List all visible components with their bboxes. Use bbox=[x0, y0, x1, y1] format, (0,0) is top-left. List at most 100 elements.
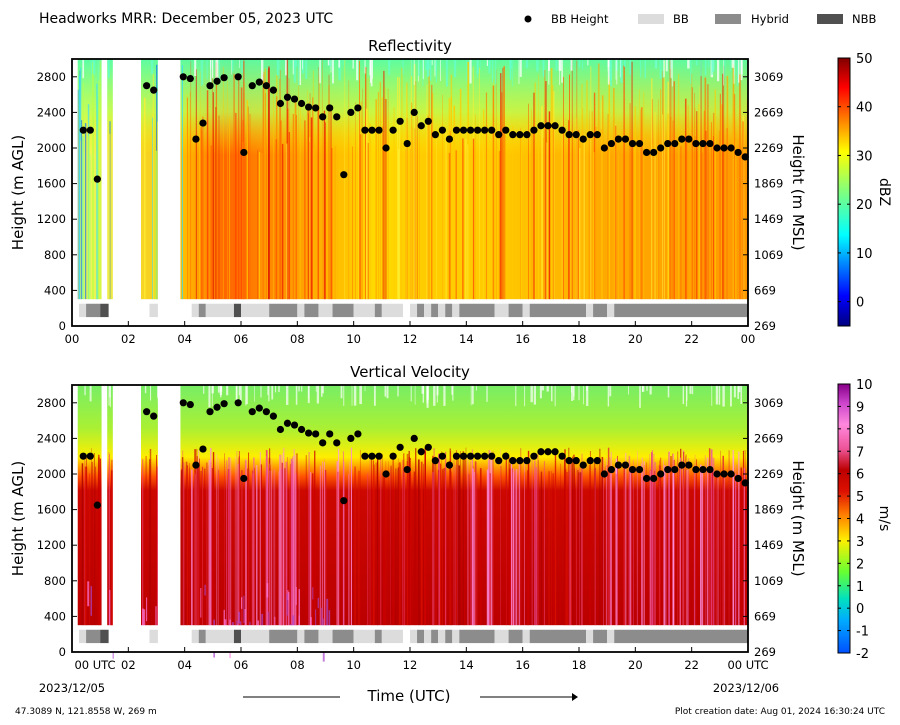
field-top-patch bbox=[327, 59, 330, 66]
field-streak bbox=[216, 453, 218, 626]
field-streak bbox=[152, 117, 153, 300]
colorbar-tick-label: 7 bbox=[856, 445, 864, 460]
field-top-patch bbox=[211, 385, 214, 394]
bb-height-point bbox=[572, 457, 580, 465]
legend-bb-label: BB bbox=[673, 12, 689, 26]
field-streak bbox=[411, 102, 413, 300]
bb-height-point bbox=[206, 408, 214, 416]
field-top-patch bbox=[555, 59, 558, 71]
bb-height-point bbox=[262, 82, 270, 90]
field-streak bbox=[185, 461, 188, 626]
field-streak bbox=[215, 62, 218, 300]
precip-type-segment-hybrid bbox=[374, 303, 382, 318]
field-streak bbox=[97, 124, 99, 300]
bb-height-point bbox=[431, 131, 439, 139]
y2-tick-label: 1869 bbox=[754, 503, 783, 517]
precip-type-segment-hybrid bbox=[304, 303, 319, 318]
y-tick-label: 0 bbox=[59, 645, 66, 659]
field-streak bbox=[581, 83, 583, 300]
field-streak bbox=[720, 103, 722, 300]
field-streak bbox=[575, 117, 577, 300]
bb-height-point bbox=[664, 465, 672, 474]
field-top-patch bbox=[338, 59, 341, 81]
bb-height-point bbox=[734, 474, 742, 483]
precip-type-segment-bb bbox=[522, 303, 530, 318]
precip-type-segment-bb bbox=[424, 629, 432, 644]
field-top-patch bbox=[98, 59, 100, 81]
legend-nbb-swatch bbox=[817, 14, 843, 24]
bb-height-point bbox=[579, 135, 587, 143]
field-streak bbox=[268, 457, 271, 626]
field-top-patch bbox=[670, 59, 672, 78]
field-streak bbox=[240, 149, 242, 300]
field-streak bbox=[253, 457, 255, 626]
data-gap bbox=[72, 384, 78, 627]
field-streak bbox=[406, 118, 408, 300]
field-top-patch bbox=[469, 59, 472, 84]
field-streak bbox=[194, 449, 196, 626]
field-streak bbox=[628, 455, 631, 626]
field-streak bbox=[679, 457, 681, 626]
field-top-patch bbox=[241, 59, 243, 74]
precip-type-segment-hybrid bbox=[614, 629, 748, 644]
x-tick-label: 02 bbox=[121, 332, 136, 346]
y-tick-label: 800 bbox=[44, 248, 66, 262]
field-top-patch bbox=[695, 59, 698, 66]
field-top-patch bbox=[330, 59, 332, 73]
field-top-patch bbox=[731, 59, 734, 68]
bb-height-point bbox=[628, 465, 637, 474]
bb-height-points bbox=[79, 399, 749, 509]
field-streak bbox=[229, 117, 231, 300]
bb-height-point bbox=[192, 461, 200, 469]
precip-type-segment-hybrid bbox=[459, 303, 495, 318]
field-top-patch bbox=[397, 385, 399, 397]
field-streak bbox=[283, 447, 285, 626]
bb-height-point bbox=[593, 131, 601, 139]
data-gap bbox=[101, 384, 108, 627]
field-streak bbox=[726, 128, 728, 300]
field-top-patch bbox=[607, 59, 610, 85]
field-streak bbox=[344, 59, 346, 300]
field-streak bbox=[543, 460, 545, 626]
field-top-patch bbox=[109, 385, 111, 398]
bb-height-point bbox=[290, 95, 299, 103]
field-streak bbox=[579, 147, 581, 300]
data-gap bbox=[72, 58, 78, 301]
field-top-patch bbox=[91, 59, 92, 74]
field-streak bbox=[286, 593, 288, 616]
field-streak bbox=[212, 452, 215, 626]
field-top-patch bbox=[740, 385, 742, 404]
field-streak bbox=[395, 468, 397, 626]
precip-type-segment-hybrid bbox=[86, 303, 101, 318]
x-tick-label: 20 bbox=[628, 332, 643, 346]
field-streak bbox=[735, 141, 737, 300]
field-top-patch bbox=[206, 59, 208, 80]
field-streak bbox=[210, 462, 212, 626]
field-streak bbox=[322, 618, 324, 631]
x-tick-label: 04 bbox=[177, 658, 192, 672]
bb-height-point bbox=[720, 144, 728, 152]
field-streak bbox=[108, 589, 111, 628]
precip-type-segment-nbb bbox=[100, 303, 109, 318]
field-top-patch bbox=[578, 59, 581, 68]
field-streak bbox=[573, 454, 575, 626]
field-streak bbox=[668, 452, 670, 626]
colorbar-tick-label: 3 bbox=[856, 535, 864, 550]
precip-type-segment-nbb bbox=[233, 629, 241, 644]
colorbar-tick-label: 30 bbox=[856, 149, 873, 164]
field-streak bbox=[181, 457, 184, 626]
field-top-patch bbox=[536, 59, 539, 72]
field-streak bbox=[534, 460, 536, 626]
field-streak bbox=[380, 454, 382, 626]
field-streak bbox=[365, 108, 368, 300]
field-streak bbox=[548, 471, 550, 626]
colorbar-label: m/s bbox=[876, 506, 892, 532]
field-streak bbox=[306, 90, 308, 300]
field-streak bbox=[617, 466, 618, 626]
field-top-patch bbox=[435, 59, 437, 83]
field-top-patch bbox=[239, 385, 242, 404]
field-streak bbox=[708, 448, 711, 626]
colorbar-tick-label: 5 bbox=[856, 490, 864, 505]
field-streak bbox=[99, 458, 102, 626]
